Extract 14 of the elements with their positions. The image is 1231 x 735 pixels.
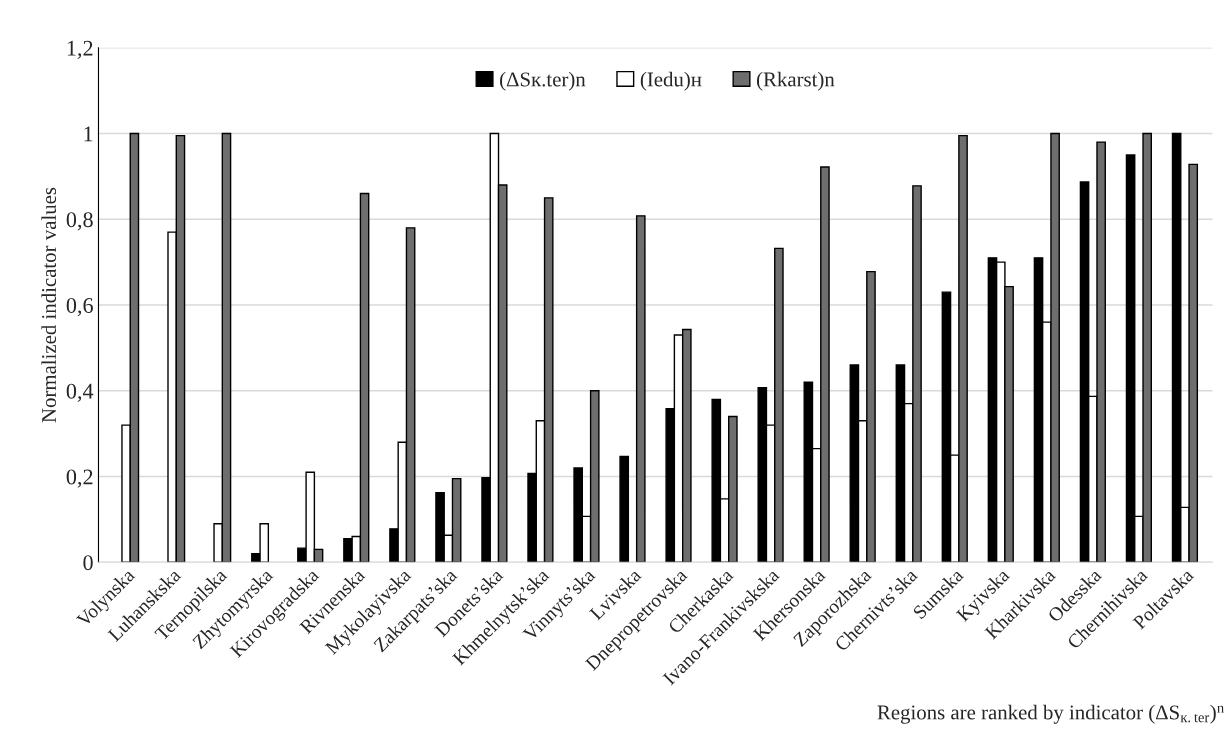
legend-label: (Iedu)н (640, 71, 702, 91)
y-tick-label: 0,4 (66, 383, 94, 402)
y-tick-label: 1 (84, 126, 93, 142)
x-axis-title: Regions are ranked by indicator (ΔS$_{к.ter}$)$^{n}$ (877, 704, 1224, 724)
y-tick-label: 0,2 (66, 469, 93, 488)
bar (635, 215, 646, 563)
y-tick-label: 0,8 (66, 212, 93, 231)
bar (619, 455, 630, 563)
y-tick-label: 1,2 (67, 40, 93, 59)
legend-label: (Rkarst)n (757, 71, 835, 91)
y-tick-label: 0,6 (66, 297, 93, 317)
y-axis-title: Normalized indicator values (41, 187, 57, 423)
legend-label: (ΔSк.ter)n (500, 71, 586, 91)
y-tick-label: 0 (83, 555, 93, 571)
